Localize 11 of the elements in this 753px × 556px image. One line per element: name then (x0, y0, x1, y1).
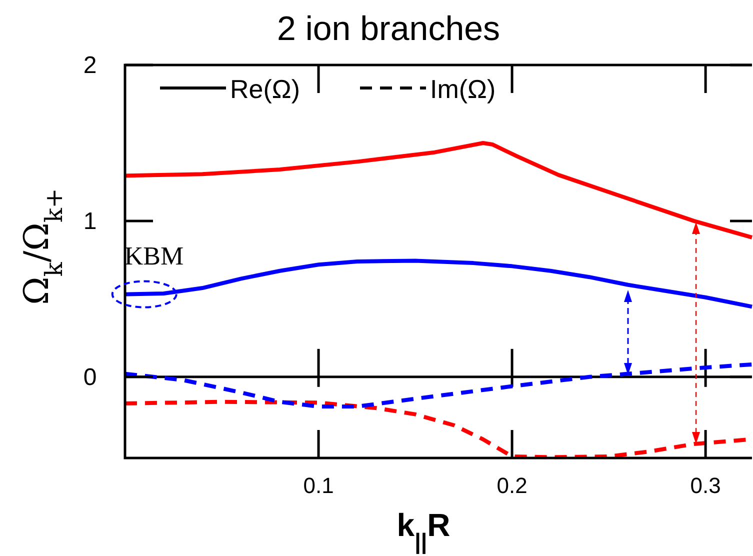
annotation: Re(Ω) (230, 74, 300, 104)
y-tick-label: 2 (83, 52, 97, 79)
y-tick-label: 1 (83, 208, 97, 235)
y-tick-label: 0 (83, 364, 97, 391)
x-tick-label: 0.3 (690, 473, 721, 498)
x-axis-title: k$_{||}$R (396, 507, 450, 554)
annotation: KBM (124, 241, 184, 270)
x-tick-label: 0.2 (496, 473, 528, 498)
annotation: Im(Ω) (430, 74, 496, 104)
chart-title: 2 ion branches (276, 10, 500, 48)
x-tick-label: 0.1 (303, 473, 334, 498)
